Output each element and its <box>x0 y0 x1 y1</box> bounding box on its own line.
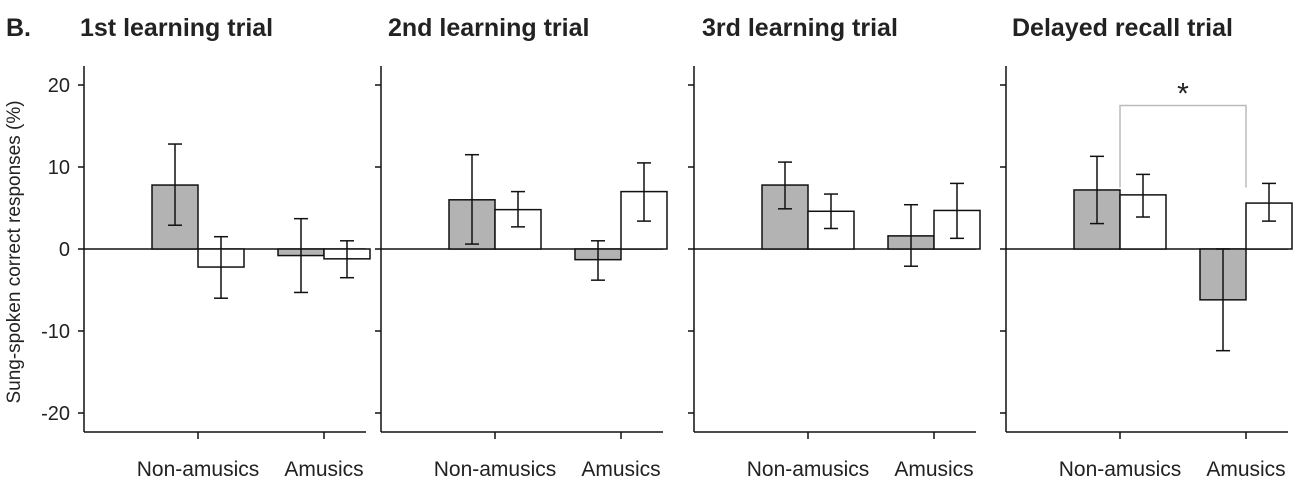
chart-panel-3: 3rd learning trial Non-amusics Amusics <box>688 14 980 481</box>
significance-star: * <box>1177 78 1189 111</box>
significance-bracket <box>1120 106 1246 188</box>
panel-title: Delayed recall trial <box>1012 14 1233 42</box>
x-tick-label: Non-amusics <box>434 458 557 481</box>
x-tick-label: Amusics <box>1206 458 1285 481</box>
panel-title: 1st learning trial <box>80 14 273 42</box>
x-tick-label: Non-amusics <box>1059 458 1182 481</box>
y-tick-label: 0 <box>59 239 70 261</box>
panel-title: 3rd learning trial <box>702 14 898 42</box>
chart-panel-4: Delayed recall trial Non-amusics Amusics <box>1000 14 1292 481</box>
x-tick-label: Non-amusics <box>137 458 260 481</box>
chart-panels: 1st learning trial 20 10 0 -10 -20 Non-amusics… <box>41 14 1292 481</box>
y-tick-label: -10 <box>41 321 70 343</box>
panel-title: 2nd learning trial <box>388 14 589 42</box>
chart-panel-1: 1st learning trial 20 10 0 -10 -20 Non-amusics… <box>41 14 370 481</box>
x-tick-label: Amusics <box>581 458 660 481</box>
x-tick-label: Amusics <box>284 458 363 481</box>
y-tick-label: 20 <box>48 75 70 97</box>
chart-panel-2: 2nd learning trial Non-amusics Amusics <box>375 14 667 481</box>
figure-label: B. <box>6 14 31 42</box>
x-tick-label: Non-amusics <box>747 458 870 481</box>
x-tick-label: Amusics <box>894 458 973 481</box>
y-tick-label: -20 <box>41 403 70 425</box>
y-tick-label: 10 <box>48 157 70 179</box>
y-axis-label: Sung-spoken correct responses (%) <box>4 100 25 403</box>
